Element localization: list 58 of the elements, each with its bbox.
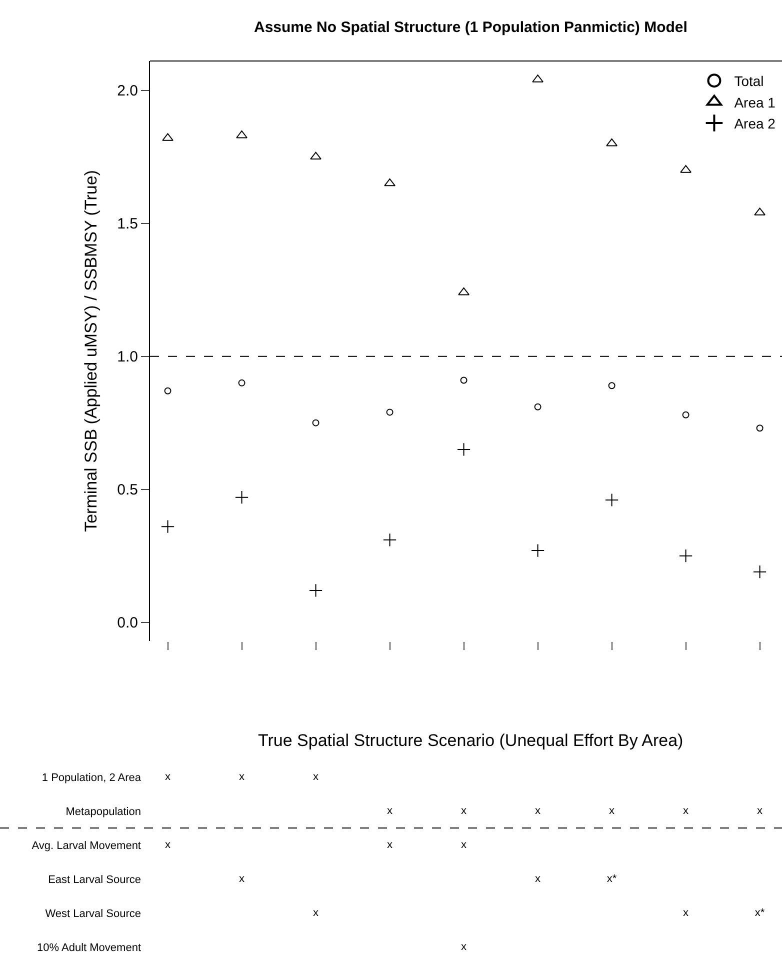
point <box>384 178 396 186</box>
y-tick-label: 0.0 <box>117 614 138 632</box>
text: x <box>461 804 467 817</box>
point <box>234 490 249 504</box>
y-tick-label: 0.5 <box>117 482 138 499</box>
point <box>458 287 470 296</box>
text: x <box>165 770 171 783</box>
point <box>164 387 172 394</box>
text: x <box>387 804 393 817</box>
text: x <box>165 838 171 851</box>
point <box>534 403 542 410</box>
text: x <box>239 872 245 885</box>
category-label: 1 Population, 2 Area <box>42 772 141 784</box>
text: x* <box>754 906 765 919</box>
text: x <box>683 906 689 919</box>
legend-label: Area 2 <box>734 115 776 132</box>
chart-title: Assume No Spatial Structure (1 Population Panmictic) Model <box>254 19 688 36</box>
legend-label: Area 1 <box>734 94 776 110</box>
text: x <box>461 940 467 953</box>
point <box>238 379 246 386</box>
category-label: Avg. Larval Movement <box>32 840 141 852</box>
point <box>530 544 545 558</box>
text: True Spatial Structure Scenario (Unequal Effort By Area) <box>258 731 684 750</box>
point <box>606 138 618 146</box>
text: x <box>757 804 763 817</box>
point <box>460 376 468 384</box>
text: x <box>535 804 541 817</box>
category-label: East Larval Source <box>48 874 141 886</box>
point <box>382 533 397 547</box>
category-label: West Larval Source <box>45 908 141 920</box>
y-tick-label: 2.0 <box>117 82 138 100</box>
point <box>456 442 471 456</box>
point <box>308 584 323 598</box>
text: x <box>461 838 467 851</box>
text: x* <box>606 872 617 885</box>
category-label: 10% Adult Movement <box>37 942 141 954</box>
text: x <box>609 804 615 817</box>
y-axis-title: Terminal SSB (Applied uMSY) / SSBMSY (True) <box>82 170 101 532</box>
point <box>312 419 320 426</box>
point <box>678 549 693 563</box>
legend-label: Total <box>734 73 764 90</box>
point <box>310 152 322 160</box>
text: x <box>313 906 319 919</box>
text: x <box>387 838 393 851</box>
text: x <box>535 872 541 885</box>
text: x <box>683 804 689 817</box>
y-tick-label: 1.0 <box>117 348 138 366</box>
point <box>604 493 619 507</box>
text: x <box>239 770 245 783</box>
point <box>756 424 764 432</box>
text: x <box>313 770 319 783</box>
point <box>160 520 175 534</box>
point <box>386 408 394 416</box>
point <box>608 382 616 390</box>
point <box>753 565 767 579</box>
point <box>682 411 690 418</box>
category-label: Metapopulation <box>66 806 141 818</box>
y-tick-label: 1.5 <box>117 216 138 233</box>
